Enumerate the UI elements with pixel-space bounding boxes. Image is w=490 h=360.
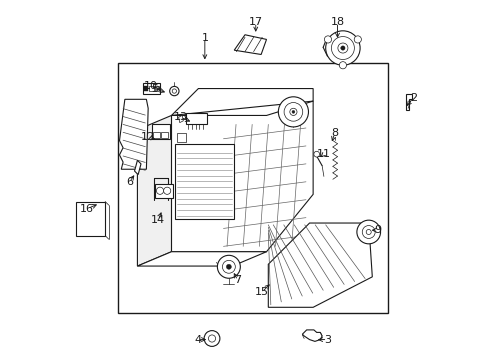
Circle shape [326,31,360,65]
Text: 5: 5 [151,84,158,94]
Polygon shape [137,252,267,266]
Circle shape [156,187,164,194]
Bar [161,132,168,138]
Text: 11: 11 [317,149,331,159]
Text: 2: 2 [410,93,417,103]
Bar [149,86,153,91]
Text: 16: 16 [80,204,94,214]
Bar [144,86,148,91]
Polygon shape [137,116,172,266]
Polygon shape [302,330,322,341]
Bar [143,83,160,94]
Circle shape [314,151,319,157]
Bar [152,125,170,139]
Bar [177,134,186,142]
Polygon shape [234,35,267,54]
Circle shape [338,43,348,53]
Circle shape [170,86,179,96]
Polygon shape [179,116,183,123]
Text: 17: 17 [249,17,263,27]
Bar [186,113,207,125]
Circle shape [218,255,240,278]
Circle shape [292,111,295,113]
Text: 8: 8 [331,129,338,138]
Text: 10: 10 [144,81,158,91]
Circle shape [278,97,309,127]
Circle shape [341,46,345,50]
Text: 14: 14 [151,215,165,225]
Circle shape [366,229,371,234]
Polygon shape [172,89,313,116]
Polygon shape [269,223,372,307]
Text: 13: 13 [173,112,188,122]
Text: 6: 6 [126,177,133,187]
Circle shape [324,36,332,43]
Bar [155,86,159,91]
Circle shape [290,108,297,116]
Text: 7: 7 [234,275,242,285]
Circle shape [354,36,362,43]
Circle shape [339,62,346,69]
Bar [76,202,105,235]
Circle shape [204,330,220,346]
Circle shape [208,335,216,342]
Bar [153,132,160,138]
Bar [175,144,234,220]
Bar [155,184,172,198]
Polygon shape [172,101,313,252]
Text: 12: 12 [141,132,155,142]
Polygon shape [120,99,148,169]
Text: 15: 15 [255,287,269,297]
Text: 4: 4 [194,334,201,345]
Circle shape [226,264,231,269]
Circle shape [172,89,176,93]
Text: 3: 3 [324,334,331,345]
Text: 1: 1 [201,33,208,43]
Polygon shape [406,94,413,110]
Polygon shape [135,160,141,175]
Circle shape [357,220,381,244]
Circle shape [164,187,171,194]
Bar [118,63,389,313]
Text: 9: 9 [374,225,381,235]
Text: 18: 18 [330,17,344,27]
